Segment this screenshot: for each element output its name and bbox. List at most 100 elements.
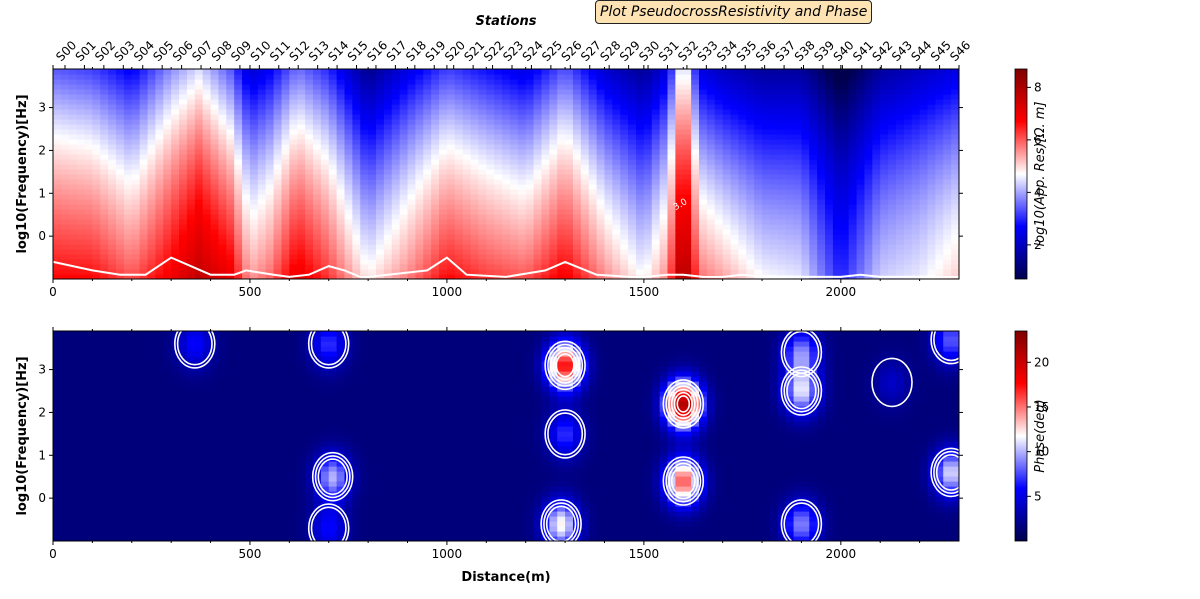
resistivity-cell [754, 189, 763, 195]
resistivity-cell [281, 169, 290, 175]
resistivity-cell [431, 259, 440, 265]
resistivity-cell [517, 104, 527, 110]
resistivity-cell [706, 119, 716, 125]
resistivity-cell [360, 139, 369, 145]
resistivity-cell [572, 179, 582, 185]
resistivity-cell [951, 259, 959, 265]
resistivity-cell [368, 114, 377, 120]
resistivity-cell [446, 214, 456, 220]
resistivity-cell [281, 214, 290, 220]
resistivity-cell [785, 149, 795, 155]
resistivity-cell [777, 94, 787, 100]
resistivity-cell [565, 124, 574, 130]
resistivity-cell [84, 149, 93, 155]
resistivity-cell [872, 254, 881, 260]
resistivity-cell [312, 244, 322, 250]
resistivity-cell [478, 119, 487, 125]
resistivity-cell [588, 129, 598, 135]
resistivity-cell [848, 149, 858, 155]
resistivity-cell [620, 84, 629, 90]
resistivity-cell [431, 199, 440, 205]
resistivity-cell [730, 184, 740, 190]
resistivity-cell [817, 239, 826, 245]
resistivity-cell [730, 154, 740, 160]
resistivity-cell [478, 189, 487, 195]
resistivity-cell [667, 139, 676, 145]
resistivity-cell [565, 169, 574, 175]
resistivity-cell [856, 94, 866, 100]
resistivity-cell [163, 174, 172, 180]
resistivity-cell [935, 194, 944, 200]
resistivity-cell [832, 194, 842, 200]
resistivity-cell [163, 234, 172, 240]
resistivity-cell [328, 214, 338, 220]
resistivity-cell [754, 84, 763, 90]
resistivity-cell [683, 254, 692, 260]
resistivity-cell [60, 139, 70, 145]
resistivity-cell [407, 94, 416, 100]
resistivity-cell [856, 109, 866, 115]
resistivity-cell [454, 269, 464, 275]
resistivity-cell [738, 244, 747, 250]
resistivity-cell [754, 154, 763, 160]
resistivity-cell [305, 69, 314, 75]
resistivity-cell [746, 74, 755, 80]
resistivity-cell [108, 179, 117, 185]
resistivity-cell [76, 244, 86, 250]
resistivity-cell [202, 134, 212, 140]
resistivity-cell [108, 104, 117, 110]
resistivity-cell [383, 214, 393, 220]
resistivity-cell [793, 109, 803, 115]
resistivity-cell [336, 174, 346, 180]
resistivity-cell [840, 89, 850, 95]
resistivity-cell [297, 219, 306, 225]
resistivity-cell [683, 144, 692, 150]
resistivity-cell [383, 224, 393, 230]
resistivity-cell [171, 224, 180, 230]
resistivity-cell [817, 79, 826, 85]
resistivity-cell [478, 109, 487, 115]
resistivity-cell [320, 274, 330, 279]
resistivity-cell [785, 119, 795, 125]
resistivity-cell [714, 204, 724, 210]
resistivity-cell [68, 94, 78, 100]
resistivity-cell [691, 199, 700, 205]
resistivity-cell [580, 189, 590, 195]
resistivity-cell [84, 269, 93, 275]
resistivity-cell [612, 204, 621, 210]
resistivity-cell [100, 254, 109, 260]
resistivity-cell [502, 124, 511, 130]
resistivity-cell [840, 94, 850, 100]
resistivity-cell [502, 144, 511, 150]
resistivity-cell [415, 274, 424, 279]
resistivity-cell [722, 184, 732, 190]
resistivity-cell [572, 144, 582, 150]
resistivity-cell [502, 139, 511, 145]
resistivity-cell [864, 174, 873, 180]
resistivity-cell [439, 164, 448, 170]
resistivity-cell [943, 99, 952, 105]
resistivity-cell [714, 104, 724, 110]
resistivity-cell [305, 269, 314, 275]
resistivity-cell [509, 144, 519, 150]
resistivity-cell [502, 229, 511, 235]
resistivity-cell [186, 119, 196, 125]
resistivity-cell [454, 264, 464, 270]
resistivity-cell [919, 264, 929, 270]
resistivity-cell [565, 179, 574, 185]
resistivity-cell [84, 109, 93, 115]
resistivity-cell [888, 99, 897, 105]
resistivity-cell [604, 274, 613, 279]
resistivity-cell [533, 129, 543, 135]
resistivity-cell [391, 229, 401, 235]
resistivity-cell [383, 134, 393, 140]
resistivity-cell [407, 234, 416, 240]
resistivity-cell [163, 119, 172, 125]
resistivity-cell [163, 149, 172, 155]
resistivity-cell [762, 114, 771, 120]
resistivity-cell [793, 129, 803, 135]
resistivity-cell [328, 254, 338, 260]
resistivity-cell [596, 149, 606, 155]
resistivity-cell [446, 174, 456, 180]
resistivity-cell [793, 184, 803, 190]
